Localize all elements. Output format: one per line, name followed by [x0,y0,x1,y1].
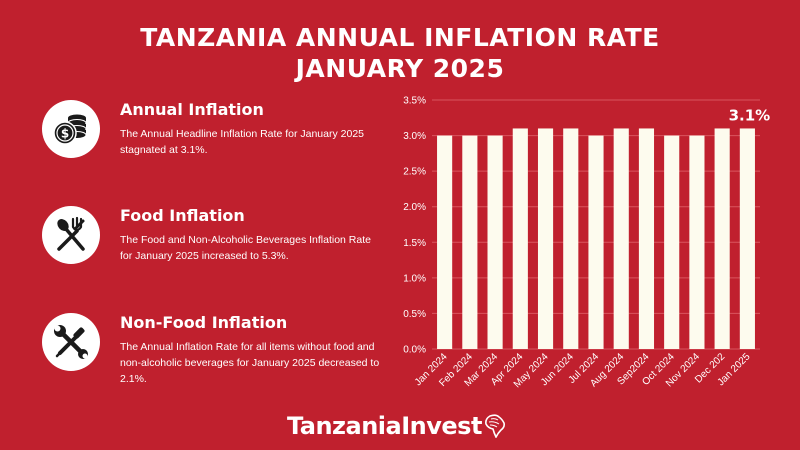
y-tick-label: 1.0% [403,273,426,284]
bar [437,135,453,349]
bar [689,135,705,349]
coins-dollar-icon: $ [42,100,100,158]
bar [563,128,579,349]
title-line-2: JANUARY 2025 [295,54,505,83]
bar [664,135,680,349]
bar [588,135,604,349]
africa-map-icon [484,414,505,438]
y-tick-label: 3.0% [403,131,426,142]
y-tick-label: 0.5% [403,309,426,320]
info-heading: Food Inflation [120,206,245,225]
y-tick-label: 2.5% [403,167,426,178]
bar [613,128,629,349]
bar [739,128,755,349]
inflation-bar-chart: 0.0%0.5%1.0%1.5%2.0%2.5%3.0%3.5%Jan 2024… [403,96,771,391]
title-line-1: TANZANIA ANNUAL INFLATION RATE [140,23,660,52]
info-body: The Annual Headline Inflation Rate for J… [120,128,364,156]
bar [537,128,554,349]
info-heading: Non-Food Inflation [120,313,288,332]
y-tick-label: 0.0% [403,345,426,356]
info-body: The Food and Non-Alcoholic Beverages Inf… [120,234,371,262]
bars [437,128,755,349]
svg-text:$: $ [61,127,69,141]
wrench-screwdriver-icon [42,313,100,371]
y-tick-label: 2.0% [403,202,426,213]
bar [638,128,655,349]
logo-text: TanzaniaInvest [287,412,482,440]
y-tick-label: 1.5% [403,238,426,249]
data-label-annotation: 3.1% [729,106,771,124]
bar [487,135,503,349]
y-tick-label: 3.5% [403,96,426,107]
spoon-fork-icon [42,206,100,264]
info-heading: Annual Inflation [120,100,264,119]
bar [462,135,478,349]
info-body: The Annual Inflation Rate for all items … [120,341,380,385]
page-title: TANZANIA ANNUAL INFLATION RATE JANUARY 2… [0,22,800,84]
bar [512,128,528,349]
bar [714,128,730,349]
tanzaniainvest-logo: TanzaniaInvest [287,412,506,440]
